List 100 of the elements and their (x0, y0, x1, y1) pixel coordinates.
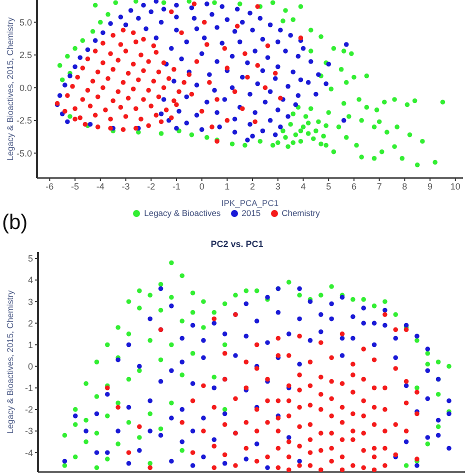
point (212, 385, 217, 390)
point (94, 360, 100, 364)
point (404, 439, 409, 444)
point (276, 310, 281, 315)
point (116, 400, 120, 406)
point (414, 338, 420, 343)
point (158, 426, 164, 432)
point (297, 404, 302, 410)
x-tick-label: -5 (71, 181, 80, 192)
point (190, 290, 196, 296)
x-tick-label: 5 (326, 181, 332, 192)
point (244, 334, 249, 339)
point (318, 467, 324, 472)
point (276, 398, 281, 404)
point (297, 292, 302, 298)
point (414, 390, 420, 395)
point (404, 400, 409, 406)
point (361, 398, 366, 404)
point (361, 430, 366, 436)
x-tick-label: -6 (46, 181, 54, 192)
point (84, 428, 88, 434)
point (180, 420, 185, 425)
point (72, 407, 78, 412)
point (222, 332, 228, 336)
point (148, 398, 152, 404)
point (254, 442, 260, 446)
point (180, 336, 185, 341)
point (286, 398, 292, 404)
point (393, 327, 398, 332)
point (372, 304, 377, 308)
point (350, 463, 356, 468)
point (372, 454, 377, 460)
point (137, 424, 142, 430)
point (404, 322, 409, 328)
point (244, 456, 249, 462)
point (72, 454, 78, 460)
point (382, 312, 388, 317)
point (372, 342, 377, 348)
point (404, 379, 409, 384)
x-tick-label: 8 (402, 181, 408, 192)
x-tick-label: -1 (172, 181, 180, 192)
point (222, 342, 228, 348)
point (372, 357, 377, 362)
point (340, 381, 345, 386)
point (94, 450, 100, 455)
point (104, 450, 110, 455)
point (265, 294, 270, 300)
point (265, 420, 270, 425)
point (244, 360, 249, 364)
y-tick-label: 0 (28, 362, 33, 372)
point (222, 460, 228, 466)
point (180, 407, 185, 412)
point (222, 422, 228, 427)
point (116, 404, 120, 410)
point (148, 338, 152, 343)
point (276, 446, 281, 451)
point (361, 376, 366, 382)
point (382, 428, 388, 434)
point (244, 446, 249, 451)
point (297, 316, 302, 322)
y-tick-label: 4 (28, 275, 33, 286)
point (222, 411, 228, 416)
y-tick-label: -2 (24, 404, 33, 415)
point (126, 342, 132, 348)
point (180, 439, 185, 444)
point (329, 414, 334, 418)
point (308, 360, 313, 364)
point (286, 454, 292, 460)
point (361, 465, 366, 470)
point (254, 318, 260, 324)
point (233, 463, 238, 468)
point (212, 437, 217, 442)
point (286, 435, 292, 440)
point (190, 450, 196, 455)
point (297, 463, 302, 468)
point (372, 320, 377, 326)
point (169, 458, 174, 464)
point (297, 334, 302, 339)
y-tick-label: -5.0 (16, 148, 32, 158)
y-tick-label: 5 (28, 254, 33, 264)
point (425, 362, 430, 367)
point (436, 432, 441, 438)
point (158, 379, 164, 384)
point (254, 288, 260, 294)
point (297, 424, 302, 430)
x-tick-label: 7 (376, 181, 382, 192)
chart-title: PC2 vs. PC1 (210, 239, 264, 249)
point (436, 424, 441, 430)
point (393, 336, 398, 341)
point (201, 325, 206, 330)
point (158, 357, 164, 362)
point (329, 458, 334, 464)
point (361, 297, 366, 302)
point (190, 463, 196, 468)
y-tick-label: -3 (24, 426, 33, 436)
point (372, 404, 377, 410)
point (361, 306, 366, 310)
point (116, 325, 120, 330)
point (158, 286, 164, 292)
point (265, 454, 270, 460)
